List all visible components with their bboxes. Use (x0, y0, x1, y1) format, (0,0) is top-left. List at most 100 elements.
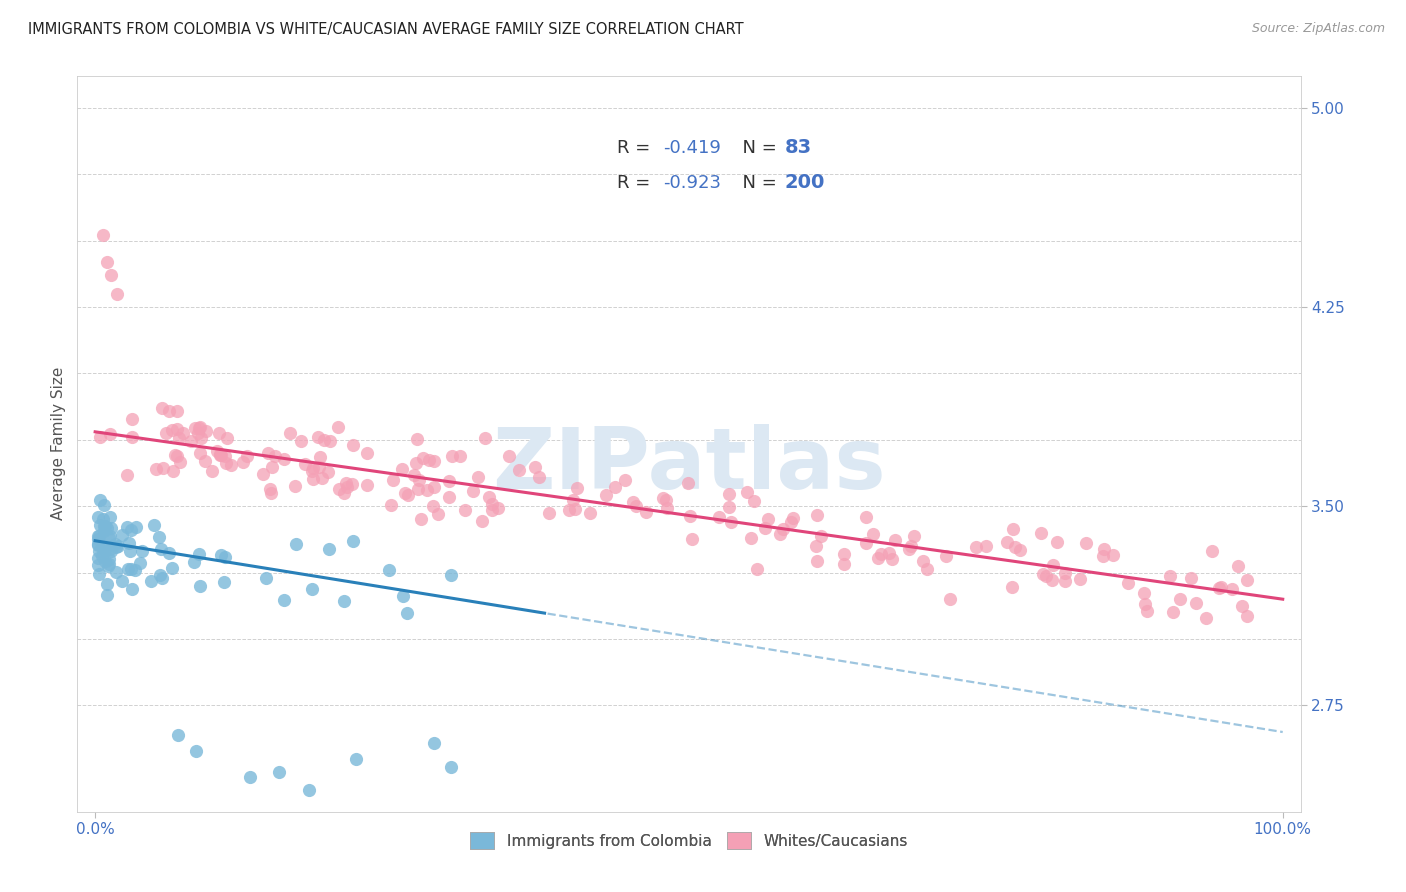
Point (160, 423, 183, 437)
Point (1208, 581, 1230, 595)
Point (301, 464, 323, 478)
Point (408, 473, 430, 487)
Point (94, 542, 117, 557)
Point (395, 607, 418, 621)
Point (769, 527, 792, 541)
Point (903, 528, 925, 542)
Point (93, 539, 115, 553)
Point (1040, 573, 1063, 587)
Point (336, 480, 359, 494)
Point (1074, 536, 1097, 550)
Point (273, 452, 295, 467)
Point (159, 404, 181, 418)
Point (194, 454, 217, 468)
Point (405, 432, 427, 446)
Point (1032, 567, 1054, 582)
Point (145, 462, 167, 476)
Point (149, 542, 172, 557)
Point (87, 529, 110, 543)
Point (280, 425, 302, 440)
Point (624, 500, 647, 514)
Point (422, 736, 444, 750)
Point (806, 539, 828, 553)
Point (1008, 542, 1031, 557)
Point (115, 519, 138, 533)
Point (391, 462, 413, 476)
Point (911, 554, 934, 568)
Point (1236, 573, 1258, 587)
Point (1004, 541, 1026, 555)
Legend: Immigrants from Colombia, Whites/Caucasians: Immigrants from Colombia, Whites/Caucasi… (464, 826, 914, 855)
Point (333, 594, 356, 608)
Text: -0.419: -0.419 (664, 139, 721, 157)
Point (679, 508, 702, 523)
Point (965, 541, 987, 555)
Point (100, 520, 122, 534)
Point (201, 465, 224, 479)
Point (756, 512, 779, 526)
Point (121, 562, 143, 576)
Point (260, 486, 283, 500)
Point (834, 547, 856, 561)
Point (195, 425, 218, 439)
Point (96, 521, 118, 535)
Point (356, 478, 378, 492)
Point (882, 552, 904, 566)
Point (160, 561, 183, 575)
Point (301, 472, 323, 486)
Point (718, 486, 741, 500)
Point (91, 549, 114, 563)
Point (111, 527, 134, 541)
Point (167, 431, 190, 445)
Point (166, 449, 188, 463)
Point (1042, 558, 1064, 572)
Point (1133, 586, 1156, 600)
Point (94, 519, 117, 533)
Point (474, 431, 496, 445)
Point (1053, 566, 1076, 580)
Point (440, 759, 463, 773)
Point (260, 459, 283, 474)
Point (157, 546, 180, 560)
Point (806, 554, 828, 568)
Point (1159, 568, 1181, 582)
Point (780, 515, 803, 529)
Point (342, 534, 364, 549)
Point (236, 449, 259, 463)
Point (98, 529, 121, 543)
Point (454, 503, 477, 517)
Point (340, 476, 363, 491)
Point (1185, 596, 1208, 610)
Point (335, 476, 357, 491)
Point (98, 532, 121, 546)
Point (326, 420, 349, 434)
Point (995, 535, 1018, 549)
Point (356, 446, 378, 460)
Point (105, 286, 128, 301)
Point (121, 582, 143, 596)
Point (467, 469, 489, 483)
Point (139, 574, 162, 588)
Point (423, 480, 446, 494)
Point (595, 488, 617, 502)
Point (1001, 522, 1024, 536)
Point (1201, 543, 1223, 558)
Point (86, 537, 108, 551)
Point (209, 548, 232, 562)
Point (215, 456, 238, 470)
Point (440, 449, 463, 463)
Point (180, 434, 202, 449)
Point (97, 558, 120, 573)
Point (915, 562, 938, 576)
Point (508, 463, 530, 477)
Point (97, 557, 120, 571)
Text: R =: R = (617, 174, 657, 192)
Text: N =: N = (731, 139, 783, 157)
Point (422, 453, 444, 467)
Point (720, 515, 742, 529)
Point (1236, 608, 1258, 623)
Point (100, 542, 122, 557)
Point (1220, 582, 1243, 597)
Point (437, 490, 460, 504)
Point (782, 511, 804, 525)
